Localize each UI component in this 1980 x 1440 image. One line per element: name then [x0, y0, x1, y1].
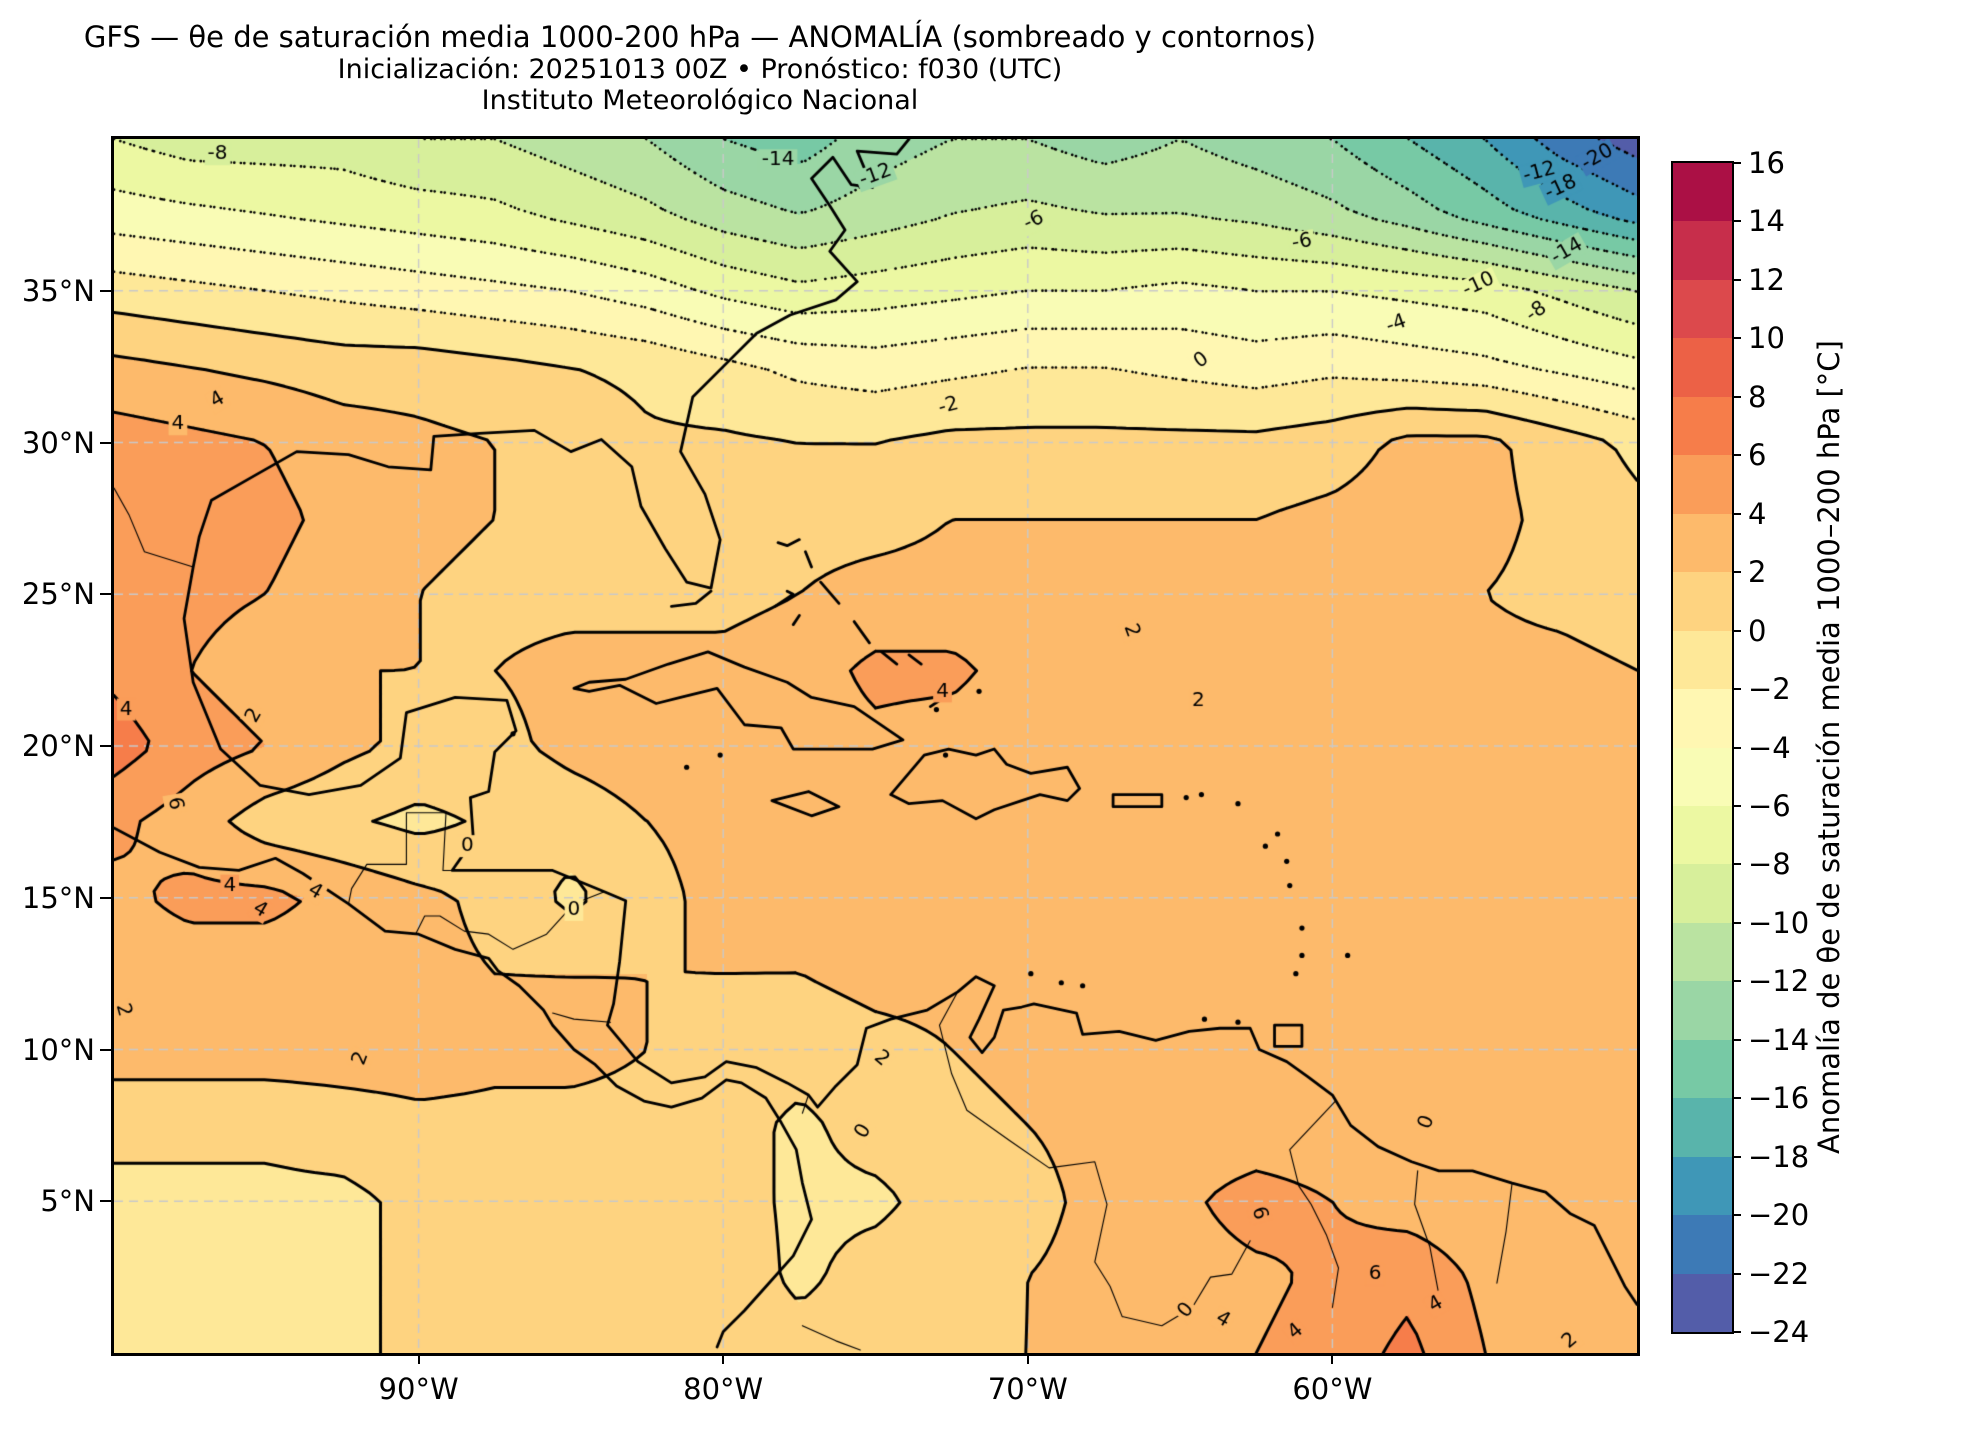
colorbar-tick-mark: [1732, 980, 1741, 983]
colorbar-tick-label: −4: [1748, 730, 1791, 765]
lat-tick-mark: [100, 441, 111, 444]
colorbar-tick-label: 14: [1748, 204, 1785, 239]
lon-tick-label: 70°W: [987, 1372, 1068, 1406]
colorbar-tick-mark: [1732, 746, 1741, 749]
lat-tick-mark: [100, 289, 111, 292]
colorbar-cell: [1673, 572, 1732, 631]
lon-tick-mark: [722, 1353, 725, 1364]
colorbar-tick-label: −24: [1748, 1315, 1810, 1349]
colorbar-tick-label: −14: [1748, 1022, 1810, 1057]
colorbar-tick-label: 8: [1748, 379, 1767, 414]
lat-tick-mark: [100, 745, 111, 747]
colorbar-tick-label: −22: [1748, 1256, 1810, 1291]
colorbar-cell: [1673, 1039, 1732, 1099]
colorbar-tick-label: 0: [1748, 613, 1767, 648]
lat-tick-mark: [100, 896, 111, 899]
colorbar-cell: [1673, 1156, 1732, 1216]
colorbar-tick-mark: [1732, 395, 1741, 398]
chart-source: Instituto Meteorológico Nacional: [481, 85, 919, 116]
colorbar-cell: [1673, 689, 1732, 748]
chart-title: GFS — θe de saturación media 1000-200 hP…: [83, 20, 1317, 54]
colorbar-cell: [1673, 1098, 1732, 1157]
chart-subtitle: Inicialización: 20251013 00Z • Pronóstic…: [337, 54, 1063, 85]
colorbar-tick-label: −16: [1748, 1081, 1810, 1116]
colorbar-tick-label: −6: [1748, 788, 1791, 823]
lon-tick-mark: [1026, 1353, 1029, 1364]
colorbar-label: Anomalía de θe de saturación media 1000–…: [1812, 340, 1846, 1155]
lon-tick-label: 80°W: [683, 1372, 764, 1406]
colorbar-tick-mark: [1732, 571, 1741, 574]
colorbar-cell: [1673, 338, 1732, 397]
colorbar-tick-label: −8: [1748, 847, 1791, 882]
colorbar-tick-mark: [1732, 512, 1741, 515]
colorbar-tick-mark: [1732, 162, 1741, 164]
colorbar-tick-mark: [1732, 454, 1741, 457]
colorbar-cell: [1673, 513, 1732, 573]
lon-tick-mark: [1331, 1353, 1334, 1364]
colorbar-cell: [1673, 1215, 1732, 1274]
colorbar-tick-label: −10: [1748, 905, 1810, 940]
colorbar-tick-mark: [1732, 1097, 1741, 1100]
colorbar-tick-mark: [1732, 1038, 1741, 1041]
map-area: [111, 136, 1640, 1356]
lat-tick-mark: [100, 1200, 111, 1203]
lon-tick-mark: [417, 1353, 420, 1364]
colorbar-tick-label: 6: [1748, 438, 1767, 473]
colorbar-cell: [1673, 981, 1732, 1040]
colorbar-tick-mark: [1732, 1214, 1741, 1217]
colorbar: [1671, 161, 1734, 1334]
colorbar-cell: [1673, 396, 1732, 456]
lon-tick-label: 60°W: [1292, 1372, 1373, 1406]
colorbar-tick-label: 12: [1748, 262, 1785, 297]
colorbar-cell: [1673, 805, 1732, 865]
lat-tick-label: 25°N: [21, 577, 95, 612]
colorbar-cell: [1673, 747, 1732, 806]
title-block: GFS — θe de saturación media 1000-200 hP…: [0, 20, 1400, 116]
lat-tick-mark: [100, 1048, 111, 1051]
colorbar-cell: [1673, 163, 1732, 222]
lon-tick-label: 90°W: [378, 1372, 459, 1406]
colorbar-cell: [1673, 221, 1732, 280]
colorbar-tick-mark: [1732, 1155, 1741, 1158]
colorbar-tick-mark: [1732, 278, 1741, 281]
colorbar-tick-label: −20: [1748, 1198, 1810, 1233]
colorbar-tick-mark: [1732, 629, 1741, 632]
lat-tick-label: 30°N: [21, 425, 95, 460]
lat-tick-label: 35°N: [21, 273, 95, 308]
lat-tick-label: 15°N: [21, 880, 95, 915]
colorbar-tick-mark: [1732, 688, 1741, 691]
colorbar-tick-label: 4: [1748, 496, 1767, 531]
map-canvas: [114, 139, 1637, 1353]
colorbar-cell: [1673, 864, 1732, 923]
lat-tick-label: 10°N: [21, 1032, 95, 1067]
colorbar-tick-mark: [1732, 1272, 1741, 1275]
colorbar-tick-label: −12: [1748, 964, 1810, 999]
colorbar-cell: [1673, 455, 1732, 514]
colorbar-cell: [1673, 922, 1732, 982]
colorbar-cells: [1673, 163, 1732, 1333]
colorbar-tick-mark: [1732, 220, 1741, 223]
colorbar-cell: [1673, 279, 1732, 339]
lat-tick-label: 20°N: [21, 729, 95, 763]
colorbar-tick-label: 16: [1748, 146, 1785, 180]
lat-tick-label: 5°N: [40, 1184, 95, 1219]
colorbar-tick-label: 2: [1748, 555, 1767, 590]
colorbar-tick-mark: [1732, 1331, 1741, 1333]
colorbar-tick-mark: [1732, 863, 1741, 866]
colorbar-tick-mark: [1732, 921, 1741, 924]
colorbar-tick-mark: [1732, 337, 1741, 340]
colorbar-cell: [1673, 1273, 1732, 1333]
colorbar-tick-label: −18: [1748, 1139, 1810, 1174]
colorbar-tick-label: −2: [1748, 672, 1791, 707]
colorbar-tick-mark: [1732, 804, 1741, 807]
colorbar-cell: [1673, 630, 1732, 690]
colorbar-tick-label: 10: [1748, 321, 1785, 356]
lat-tick-mark: [100, 593, 111, 596]
